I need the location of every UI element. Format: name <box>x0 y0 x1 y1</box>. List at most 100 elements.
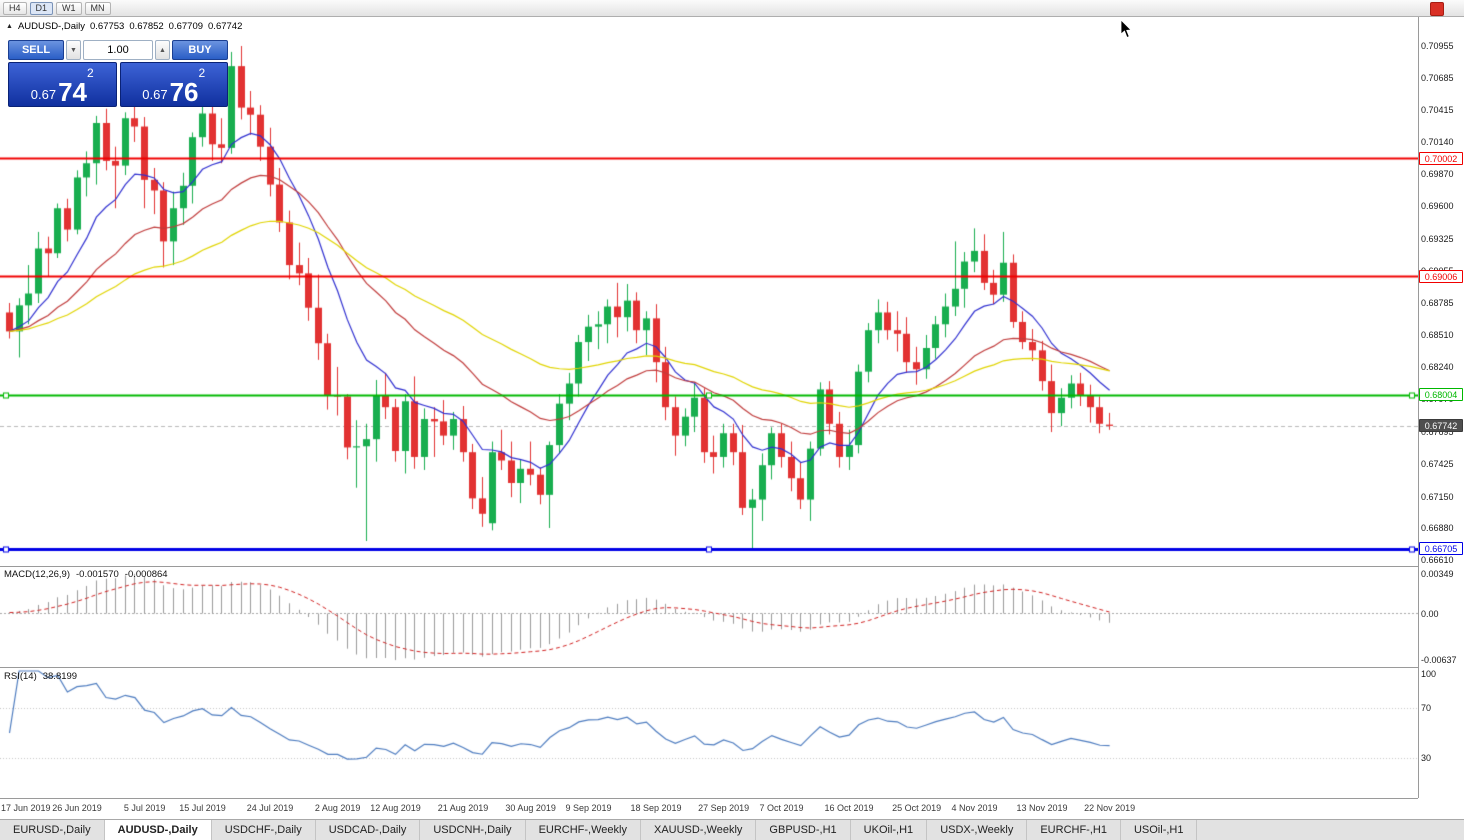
buy-price-box[interactable]: 0.67 76 2 <box>119 62 228 107</box>
one-click-trading-panel: SELL ▼ ▲ BUY 0.67 74 2 0.67 76 2 <box>8 40 228 107</box>
chart-high-value: 0.67852 <box>129 21 164 32</box>
macd-header: MACD(12,26,9) -0.001570 -0.000864 <box>4 569 168 580</box>
date-tick-label: 17 Jun 2019 <box>1 803 51 813</box>
date-tick-label: 12 Aug 2019 <box>370 803 421 813</box>
price-tick-label: 0.70685 <box>1421 72 1454 83</box>
tab-label: XAUUSD-,Weekly <box>653 824 743 836</box>
date-tick-label: 25 Oct 2019 <box>892 803 942 813</box>
price-axis[interactable] <box>1418 17 1464 798</box>
tab-label: AUDUSD-,Daily <box>117 824 198 836</box>
level-price-tag: 0.66705 <box>1419 542 1463 556</box>
tab-label: UKOil-,H1 <box>863 824 914 836</box>
price-tick-label: 0.68785 <box>1421 297 1454 308</box>
tab-usdcnh-daily[interactable]: USDCNH-,Daily <box>420 820 526 840</box>
tab-usoil-h1[interactable]: USOil-,H1 <box>1121 820 1198 840</box>
price-tick-label: 0.69600 <box>1421 201 1454 212</box>
timeframe-d1-button[interactable]: D1 <box>29 1 54 15</box>
date-tick-label: 4 Nov 2019 <box>951 803 998 813</box>
panel-separator[interactable] <box>0 667 1464 668</box>
tab-ukoil-h1[interactable]: UKOil-,H1 <box>851 820 928 840</box>
price-tick-label: 0.70140 <box>1421 137 1454 148</box>
tab-eurchf-weekly[interactable]: EURCHF-,Weekly <box>526 820 641 840</box>
date-axis[interactable] <box>0 798 1418 820</box>
date-tick-label: 15 Jul 2019 <box>179 803 226 813</box>
level-price-tag: 0.68004 <box>1419 388 1463 402</box>
timeframe-w1-button[interactable]: W1 <box>56 1 82 15</box>
date-tick-label: 22 Nov 2019 <box>1084 803 1136 813</box>
tab-eurchf-h1[interactable]: EURCHF-,H1 <box>1027 820 1121 840</box>
level-price-tag: 0.70002 <box>1419 151 1463 165</box>
tab-gbpusd-h1[interactable]: GBPUSD-,H1 <box>756 820 851 840</box>
level-price-tag: 0.69006 <box>1419 269 1463 283</box>
macd-main-value: -0.001570 <box>76 569 119 580</box>
date-tick-label: 2 Aug 2019 <box>314 803 361 813</box>
symbol-tabs: EURUSD-,Daily AUDUSD-,Daily USDCHF-,Dail… <box>0 819 1464 840</box>
chart-info: ▲ AUDUSD-,Daily 0.67753 0.67852 0.67709 … <box>6 21 242 32</box>
chart-symbol-label: AUDUSD-,Daily <box>17 21 85 32</box>
date-tick-label: 21 Aug 2019 <box>437 803 489 813</box>
rsi-panel-canvas[interactable] <box>0 668 1418 798</box>
tab-usdx-weekly[interactable]: USDX-,Weekly <box>927 820 1028 840</box>
macd-signal-value: -0.000864 <box>124 569 168 580</box>
buy-price-pips: 76 <box>169 76 199 107</box>
price-chart-canvas[interactable] <box>0 17 1418 566</box>
price-tick-label: 0.70955 <box>1421 40 1454 51</box>
tab-eurusd-daily[interactable]: EURUSD-,Daily <box>0 820 105 840</box>
volume-decrease-button[interactable]: ▼ <box>66 40 81 60</box>
date-tick-label: 30 Aug 2019 <box>505 803 556 813</box>
tab-xauusd-weekly[interactable]: XAUUSD-,Weekly <box>641 820 757 840</box>
rsi-label: RSI(14) <box>4 671 37 682</box>
tab-label: USDX-,Weekly <box>940 824 1014 836</box>
sell-price-box[interactable]: 0.67 74 2 <box>8 62 117 107</box>
price-tick-label: 0.68510 <box>1421 330 1454 341</box>
tab-audusd-daily[interactable]: AUDUSD-,Daily <box>104 820 212 840</box>
rsi-axis-label: 30 <box>1421 752 1432 763</box>
timeframe-h4-button[interactable]: H4 <box>3 1 27 15</box>
tab-label: EURCHF-,H1 <box>1040 824 1107 836</box>
timeframe-toolbar: H4 D1 W1 MN <box>0 0 1464 17</box>
date-tick-label: 24 Jul 2019 <box>246 803 294 813</box>
tab-label: EURCHF-,Weekly <box>538 824 627 836</box>
tab-label: EURUSD-,Daily <box>13 824 91 836</box>
mouse-cursor <box>1120 19 1133 44</box>
timeframe-mn-button[interactable]: MN <box>84 1 111 15</box>
chart-close-value: 0.67742 <box>208 21 243 32</box>
tab-label: USOil-,H1 <box>1133 824 1184 836</box>
chart-open-value: 0.67753 <box>89 21 125 32</box>
tab-usdcad-daily[interactable]: USDCAD-,Daily <box>316 820 421 840</box>
macd-axis-label: 0.00 <box>1421 608 1439 619</box>
date-tick-label: 26 Jun 2019 <box>52 803 102 813</box>
date-tick-label: 18 Sep 2019 <box>630 803 682 813</box>
buy-price-pipette: 2 <box>198 66 206 80</box>
price-tick-label: 0.69325 <box>1421 233 1454 244</box>
sell-button[interactable]: SELL <box>8 40 64 60</box>
rsi-value: 38.8199 <box>42 671 78 682</box>
alert-icon[interactable] <box>1430 2 1444 16</box>
buy-button[interactable]: BUY <box>172 40 228 60</box>
price-tick-label: 0.66610 <box>1421 555 1454 566</box>
volume-increase-button[interactable]: ▲ <box>155 40 170 60</box>
chart-low-value: 0.67709 <box>168 21 204 32</box>
price-tick-label: 0.70415 <box>1421 104 1454 115</box>
macd-panel-canvas[interactable] <box>0 567 1418 667</box>
rsi-axis-label: 70 <box>1421 703 1432 714</box>
price-tick-label: 0.68240 <box>1421 362 1454 373</box>
collapse-trade-panel-icon[interactable]: ▲ <box>6 23 13 30</box>
sell-price-pipette: 2 <box>87 66 94 80</box>
date-tick-label: 9 Sep 2019 <box>565 803 612 813</box>
volume-input[interactable] <box>83 40 153 60</box>
tab-label: USDCNH-,Daily <box>433 824 512 836</box>
price-tick-label: 0.69870 <box>1421 169 1454 180</box>
rsi-axis-label: 100 <box>1421 669 1437 679</box>
macd-axis-label: -0.00637 <box>1421 655 1457 665</box>
panel-separator[interactable] <box>0 566 1464 567</box>
date-tick-label: 16 Oct 2019 <box>824 803 874 813</box>
date-tick-label: 7 Oct 2019 <box>759 803 804 813</box>
price-tick-label: 0.66880 <box>1421 523 1454 534</box>
tab-label: USDCAD-,Daily <box>328 824 407 836</box>
date-tick-label: 5 Jul 2019 <box>123 803 166 813</box>
tab-usdchf-daily[interactable]: USDCHF-,Daily <box>212 820 316 840</box>
tab-label: GBPUSD-,H1 <box>769 824 837 836</box>
date-tick-label: 13 Nov 2019 <box>1016 803 1068 813</box>
price-tick-label: 0.67150 <box>1421 491 1454 502</box>
